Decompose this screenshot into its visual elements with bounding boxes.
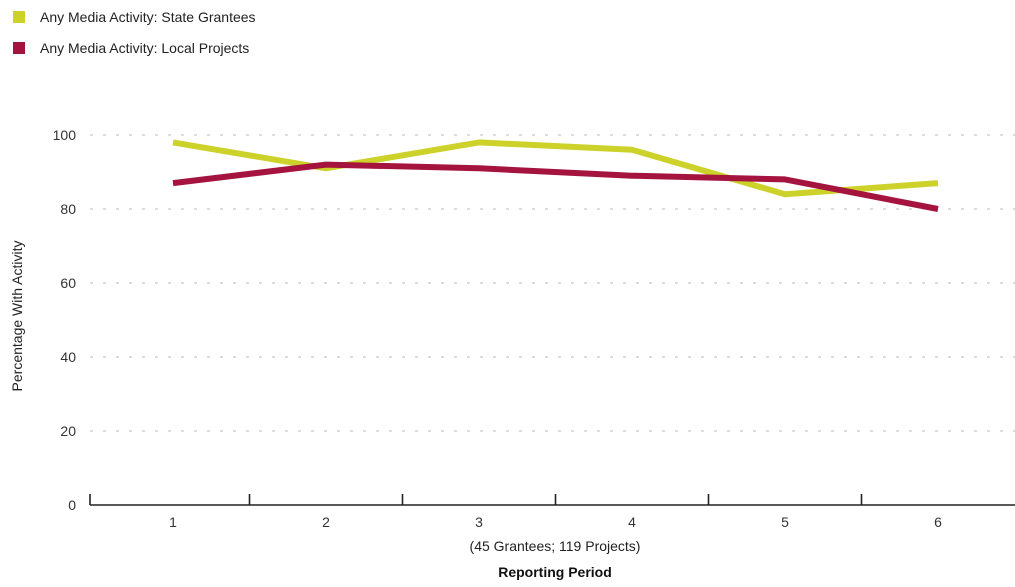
legend-label-state-grantees: Any Media Activity: State Grantees [40, 9, 256, 25]
x-tick-label-3: 3 [475, 514, 483, 530]
series-lines [172, 139, 939, 212]
x-tick-label-5: 5 [781, 514, 789, 530]
legend-label-local-projects: Any Media Activity: Local Projects [40, 40, 249, 56]
x-tick-label-2: 2 [322, 514, 330, 530]
x-axis-tick-marks [89, 494, 863, 505]
legend-swatch-local-projects [13, 42, 25, 54]
x-axis-tick-labels: 1 2 3 4 5 6 [169, 514, 942, 530]
y-tick-label-20: 20 [60, 423, 76, 439]
y-tick-label-0: 0 [68, 497, 76, 513]
gridlines [90, 134, 1015, 432]
y-tick-label-100: 100 [53, 127, 77, 143]
x-tick-label-4: 4 [628, 514, 636, 530]
legend: Any Media Activity: State Grantees Any M… [13, 9, 256, 56]
y-tick-label-60: 60 [60, 275, 76, 291]
y-tick-label-80: 80 [60, 201, 76, 217]
y-axis-label: Percentage With Activity [9, 241, 25, 392]
series-line-state-grantees [172, 139, 939, 198]
series-line-local-projects [172, 161, 939, 212]
y-axis-tick-labels: 0 20 40 60 80 100 [53, 127, 77, 513]
y-tick-label-40: 40 [60, 349, 76, 365]
x-axis-subtitle: (45 Grantees; 119 Projects) [470, 538, 641, 554]
x-tick-label-1: 1 [169, 514, 177, 530]
legend-swatch-state-grantees [13, 11, 25, 23]
x-axis-label: Reporting Period [498, 564, 612, 580]
x-tick-label-6: 6 [934, 514, 942, 530]
